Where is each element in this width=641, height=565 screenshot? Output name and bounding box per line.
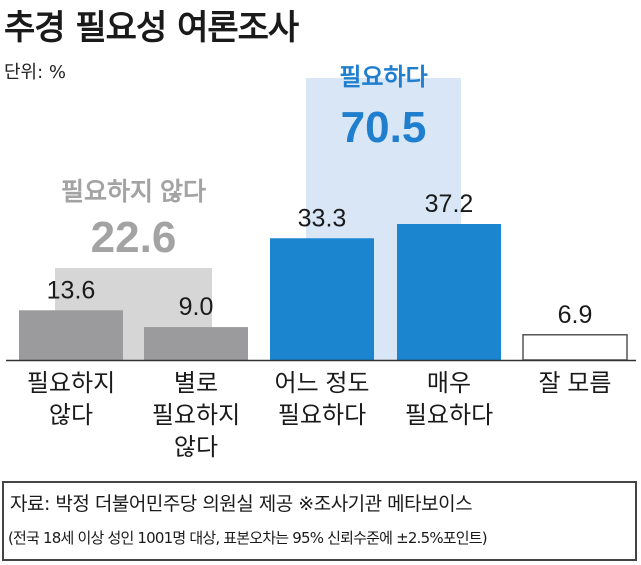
bar-chart: 필요하지 않다 22.6 필요하다 70.5 13.6 9.0 33.3 37.2 6.9 필요하… (6, 64, 636, 461)
unit-label: 단위: % (4, 62, 67, 83)
bar (522, 334, 628, 361)
bar (144, 327, 248, 360)
bar-value-label: 6.9 (558, 301, 593, 329)
category-label: 않다 (174, 434, 218, 461)
group-label: 필요하지 않다 (61, 178, 206, 206)
category-label: 않다 (49, 402, 93, 429)
category-label: 별로 (174, 370, 218, 397)
source-text: 자료: 박정 더불어민주당 의원실 제공 ※조사기관 메타보이스 (10, 493, 473, 515)
bar (397, 224, 501, 360)
bar (19, 310, 123, 360)
category-label: 잘 모름 (539, 370, 612, 397)
bar (270, 238, 374, 360)
category-label: 어느 정도 (275, 370, 370, 397)
group-total: 70.5 (341, 103, 427, 152)
category-label: 필요하지 (27, 370, 115, 397)
chart-title: 추경 필요성 여론조사 (4, 8, 299, 48)
category-label: 필요하지 (152, 402, 240, 429)
bar-value-label: 13.6 (47, 276, 96, 304)
category-label: 필요하다 (405, 402, 493, 429)
category-label: 필요하다 (278, 402, 366, 429)
source-box: 자료: 박정 더불어민주당 의원실 제공 ※조사기관 메타보이스 (전국 18세… (2, 481, 637, 561)
group-label: 필요하다 (339, 64, 427, 91)
group-total: 22.6 (91, 213, 177, 262)
category-label: 매우 (427, 370, 471, 397)
bar-value-label: 9.0 (179, 293, 214, 321)
bar-value-label: 33.3 (298, 204, 347, 232)
bar-value-label: 37.2 (425, 190, 474, 218)
survey-note: (전국 18세 이상 성인 1001명 대상, 표본오차는 95% 신뢰수준에 … (8, 529, 488, 547)
